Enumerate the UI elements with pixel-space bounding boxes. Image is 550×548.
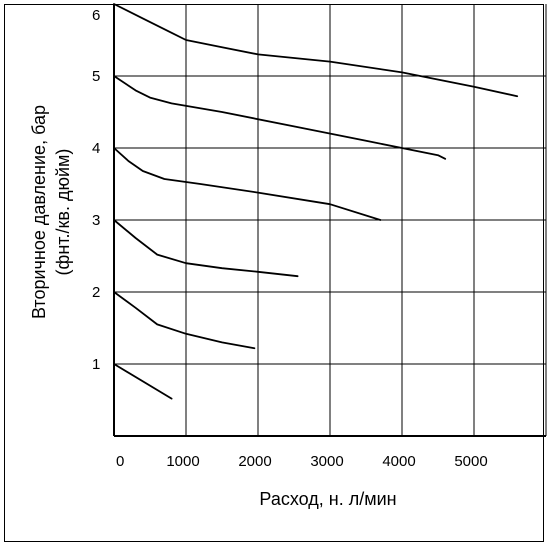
x-tick-label-1000: 1000 <box>166 453 199 470</box>
y-tick-labels: 1 2 3 4 5 6 <box>92 7 100 373</box>
series-line-3 <box>113 147 382 221</box>
series-lines <box>113 3 519 400</box>
y-tick-label-5: 5 <box>92 68 100 85</box>
chart-frame <box>4 4 544 542</box>
y-tick-label-3: 3 <box>92 212 100 229</box>
x-tick-labels: 0 1000 2000 3000 4000 5000 <box>116 453 488 470</box>
x-axis-label: Расход, н. л/мин <box>259 489 396 509</box>
y-tick-label-1: 1 <box>92 356 100 373</box>
series-line-5 <box>113 291 256 350</box>
y-tick-label-6: 6 <box>92 7 100 24</box>
series-line-4 <box>113 219 299 278</box>
series-line-6 <box>113 363 173 400</box>
series-line-1 <box>113 3 519 98</box>
y-axis-label-line1: Вторичное давление, бар <box>29 105 49 319</box>
y-tick-label-4: 4 <box>92 140 100 157</box>
x-tick-label-2000: 2000 <box>238 453 271 470</box>
x-tick-label-0: 0 <box>116 453 124 470</box>
x-tick-label-3000: 3000 <box>310 453 343 470</box>
grid-lines <box>114 4 547 436</box>
y-axis-label-line2: (фнт./кв. дюйм) <box>53 149 73 276</box>
y-tick-label-2: 2 <box>92 284 100 301</box>
series-line-2 <box>113 75 447 160</box>
x-tick-label-5000: 5000 <box>454 453 487 470</box>
x-tick-label-4000: 4000 <box>382 453 415 470</box>
